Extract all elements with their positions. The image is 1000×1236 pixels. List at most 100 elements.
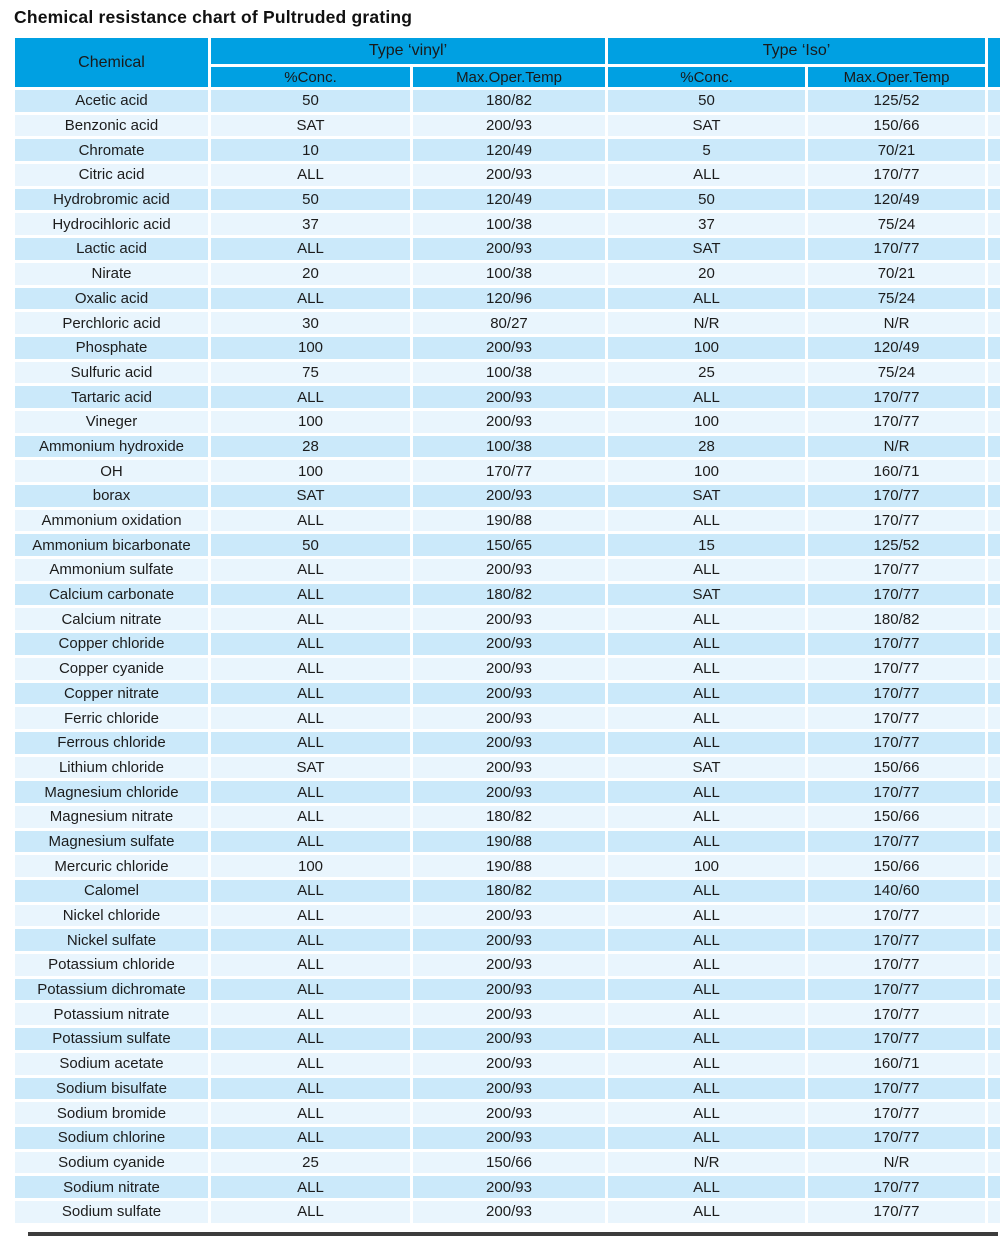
cell-iso-temp: 170/77: [808, 410, 985, 433]
cell-vinyl-temp: 100/38: [413, 213, 605, 236]
header-row-subcolumns: %Conc. Max.Oper.Temp %Conc. Max.Oper.Tem…: [15, 67, 1000, 87]
table-row: Sodium cyanide 25 150/66 N/R N/R: [15, 1151, 1000, 1174]
cell-iso-temp: 170/77: [808, 1102, 985, 1124]
cell-chemical: Nirate: [15, 262, 208, 285]
cell-iso-temp: 170/77: [808, 657, 985, 680]
table-row: Potassium nitrate ALL 200/93 ALL 170/77: [15, 1003, 1000, 1026]
sliver-cell: [988, 1102, 1000, 1124]
cell-iso-conc: ALL: [608, 509, 805, 532]
cell-vinyl-temp: 200/93: [413, 1003, 605, 1026]
cell-chemical: Lactic acid: [15, 238, 208, 260]
table-row: Hydrobromic acid 50 120/49 50 120/49: [15, 188, 1000, 211]
cell-vinyl-conc: ALL: [211, 682, 410, 705]
cell-iso-temp: 125/52: [808, 534, 985, 557]
cell-iso-temp: 75/24: [808, 361, 985, 384]
page-title: Chemical resistance chart of Pultruded g…: [14, 7, 413, 27]
sliver-cell: [988, 386, 1000, 408]
cell-iso-conc: 50: [608, 188, 805, 211]
cell-vinyl-temp: 180/82: [413, 880, 605, 902]
cell-chemical: Oxalic acid: [15, 287, 208, 310]
cell-chemical: Hydrocihloric acid: [15, 213, 208, 236]
cell-vinyl-temp: 200/93: [413, 904, 605, 927]
cell-chemical: Ammonium hydroxide: [15, 435, 208, 458]
cell-iso-conc: ALL: [608, 682, 805, 705]
cell-vinyl-conc: ALL: [211, 830, 410, 853]
cell-vinyl-temp: 120/49: [413, 139, 605, 162]
cell-vinyl-conc: SAT: [211, 756, 410, 779]
cell-vinyl-conc: ALL: [211, 1077, 410, 1100]
cell-iso-conc: 100: [608, 855, 805, 877]
cell-vinyl-conc: ALL: [211, 805, 410, 828]
table-row: Magnesium nitrate ALL 180/82 ALL 150/66: [15, 805, 1000, 828]
cell-chemical: Sodium bromide: [15, 1102, 208, 1124]
table-row: Copper cyanide ALL 200/93 ALL 170/77: [15, 657, 1000, 680]
cell-vinyl-conc: ALL: [211, 954, 410, 976]
cell-vinyl-temp: 200/93: [413, 1102, 605, 1124]
table-row: Sodium sulfate ALL 200/93 ALL 170/77: [15, 1200, 1000, 1223]
cell-chemical: Acetic acid: [15, 90, 208, 112]
cell-iso-temp: 170/77: [808, 978, 985, 1001]
cell-chemical: Calomel: [15, 880, 208, 902]
cell-vinyl-conc: 37: [211, 213, 410, 236]
sliver-cell: [988, 336, 1000, 359]
cell-iso-conc: 50: [608, 90, 805, 112]
cell-vinyl-conc: 100: [211, 336, 410, 359]
cell-iso-conc: SAT: [608, 583, 805, 606]
table-row: Calomel ALL 180/82 ALL 140/60: [15, 880, 1000, 902]
cell-iso-temp: 140/60: [808, 880, 985, 902]
cell-vinyl-temp: 200/93: [413, 731, 605, 754]
cell-vinyl-conc: 30: [211, 312, 410, 334]
cell-iso-temp: 170/77: [808, 707, 985, 729]
sliver-cell: [988, 534, 1000, 557]
cell-vinyl-conc: 10: [211, 139, 410, 162]
cell-iso-temp: 125/52: [808, 90, 985, 112]
sliver-cell: [988, 435, 1000, 458]
cell-iso-temp: 170/77: [808, 954, 985, 976]
sliver-cell: [988, 682, 1000, 705]
sliver-cell: [988, 657, 1000, 680]
table-row: Copper nitrate ALL 200/93 ALL 170/77: [15, 682, 1000, 705]
sliver-cell: [988, 781, 1000, 803]
cell-iso-conc: ALL: [608, 608, 805, 631]
sliver-column-header: [988, 38, 1000, 87]
table-row: Citric acid ALL 200/93 ALL 170/77: [15, 164, 1000, 186]
cell-vinyl-conc: ALL: [211, 929, 410, 952]
cell-iso-conc: ALL: [608, 1077, 805, 1100]
sliver-cell: [988, 410, 1000, 433]
bottom-bar: [28, 1232, 998, 1236]
sliver-cell: [988, 1151, 1000, 1174]
cell-iso-temp: 150/66: [808, 114, 985, 137]
cell-iso-conc: 15: [608, 534, 805, 557]
column-header-vinyl-conc: %Conc.: [211, 67, 410, 87]
cell-iso-temp: 150/66: [808, 805, 985, 828]
sliver-cell: [988, 164, 1000, 186]
cell-chemical: Sodium cyanide: [15, 1151, 208, 1174]
cell-vinyl-temp: 180/82: [413, 583, 605, 606]
cell-vinyl-temp: 200/93: [413, 336, 605, 359]
cell-vinyl-conc: ALL: [211, 559, 410, 581]
cell-vinyl-conc: 25: [211, 1151, 410, 1174]
cell-vinyl-conc: ALL: [211, 386, 410, 408]
cell-iso-conc: ALL: [608, 1102, 805, 1124]
table-row: Mercuric chloride 100 190/88 100 150/66: [15, 855, 1000, 877]
cell-chemical: Sulfuric acid: [15, 361, 208, 384]
cell-iso-temp: 170/77: [808, 485, 985, 507]
cell-chemical: Sodium bisulfate: [15, 1077, 208, 1100]
table-row: Chromate 10 120/49 5 70/21: [15, 139, 1000, 162]
cell-vinyl-temp: 200/93: [413, 1052, 605, 1075]
cell-vinyl-conc: 100: [211, 855, 410, 877]
cell-vinyl-temp: 200/93: [413, 386, 605, 408]
column-header-iso-temp: Max.Oper.Temp: [808, 67, 985, 87]
table-row: Sodium acetate ALL 200/93 ALL 160/71: [15, 1052, 1000, 1075]
cell-vinyl-conc: ALL: [211, 904, 410, 927]
sliver-cell: [988, 707, 1000, 729]
cell-iso-temp: 160/71: [808, 1052, 985, 1075]
cell-iso-conc: 25: [608, 361, 805, 384]
cell-vinyl-temp: 200/93: [413, 707, 605, 729]
cell-vinyl-temp: 80/27: [413, 312, 605, 334]
sliver-cell: [988, 756, 1000, 779]
cell-vinyl-temp: 200/93: [413, 978, 605, 1001]
column-header-iso-conc: %Conc.: [608, 67, 805, 87]
cell-iso-conc: 5: [608, 139, 805, 162]
cell-vinyl-temp: 200/93: [413, 114, 605, 137]
